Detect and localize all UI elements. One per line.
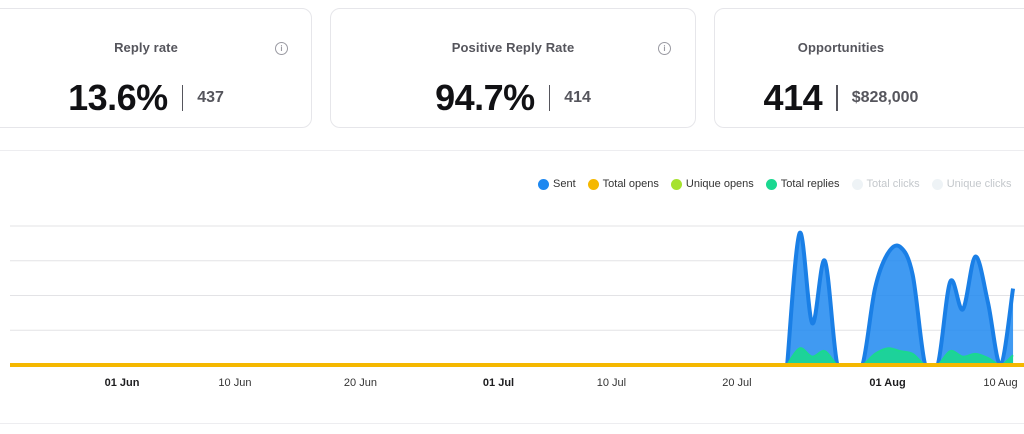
legend-item-unique-clicks[interactable]: Unique clicks xyxy=(931,178,1012,190)
card-value: 414 xyxy=(763,77,823,118)
x-tick-label: 01 Jun xyxy=(104,377,140,389)
legend-item-total-clicks[interactable]: Total clicks xyxy=(851,178,920,190)
legend-dot xyxy=(587,178,599,190)
card-subvalue: 437 xyxy=(197,89,224,106)
x-tick-label: 10 Jun xyxy=(218,377,252,389)
legend-dot xyxy=(931,178,943,190)
legend-dot xyxy=(670,178,682,190)
legend-item-unique-opens[interactable]: Unique opens xyxy=(670,178,754,190)
card-title: Positive Reply Rate xyxy=(451,40,575,55)
opportunities-card: Opportunities 414 $828,000 xyxy=(714,8,1024,128)
x-tick-label: 20 Jul xyxy=(722,377,752,389)
reply-rate-card: Reply rate i 13.6% 437 xyxy=(0,8,312,128)
separator xyxy=(181,85,184,111)
positive-reply-rate-card: Positive Reply Rate i 94.7% 414 xyxy=(330,8,696,128)
card-metric: 94.7% 414 xyxy=(331,77,695,119)
legend-label: Total opens xyxy=(602,178,659,190)
legend-dot xyxy=(851,178,863,190)
card-title: Reply rate xyxy=(114,40,178,55)
legend-label: Unique opens xyxy=(685,178,754,190)
card-subvalue: $828,000 xyxy=(851,89,919,106)
card-metric: 13.6% 437 xyxy=(0,77,311,119)
card-subvalue: 414 xyxy=(564,89,591,106)
chart-panel xyxy=(0,150,1024,424)
legend-label: Unique clicks xyxy=(946,178,1012,190)
card-value: 13.6% xyxy=(68,77,168,118)
legend-label: Total clicks xyxy=(866,178,920,190)
card-title: Opportunities xyxy=(797,40,885,55)
x-tick-label: 10 Aug xyxy=(983,377,1018,389)
legend-label: Total replies xyxy=(780,178,840,190)
chart-legend: Sent Total opens Unique opens Total repl… xyxy=(538,178,1024,190)
legend-item-sent[interactable]: Sent xyxy=(538,178,576,190)
x-tick-label: 10 Jul xyxy=(596,377,627,389)
info-icon[interactable]: i xyxy=(275,42,288,55)
x-tick-label: 01 Aug xyxy=(869,377,906,389)
legend-dot xyxy=(538,178,549,190)
legend-item-total-opens[interactable]: Total opens xyxy=(587,178,659,190)
separator xyxy=(548,85,551,111)
legend-dot xyxy=(765,178,777,190)
legend-label: Sent xyxy=(553,178,576,190)
card-metric: 414 $828,000 xyxy=(715,77,967,119)
legend-item-total-replies[interactable]: Total replies xyxy=(765,178,840,190)
x-tick-label: 20 Jun xyxy=(343,377,377,389)
info-icon[interactable]: i xyxy=(658,42,671,55)
card-value: 94.7% xyxy=(435,77,535,118)
x-tick-label: 01 Jul xyxy=(482,377,515,389)
separator xyxy=(836,85,838,111)
